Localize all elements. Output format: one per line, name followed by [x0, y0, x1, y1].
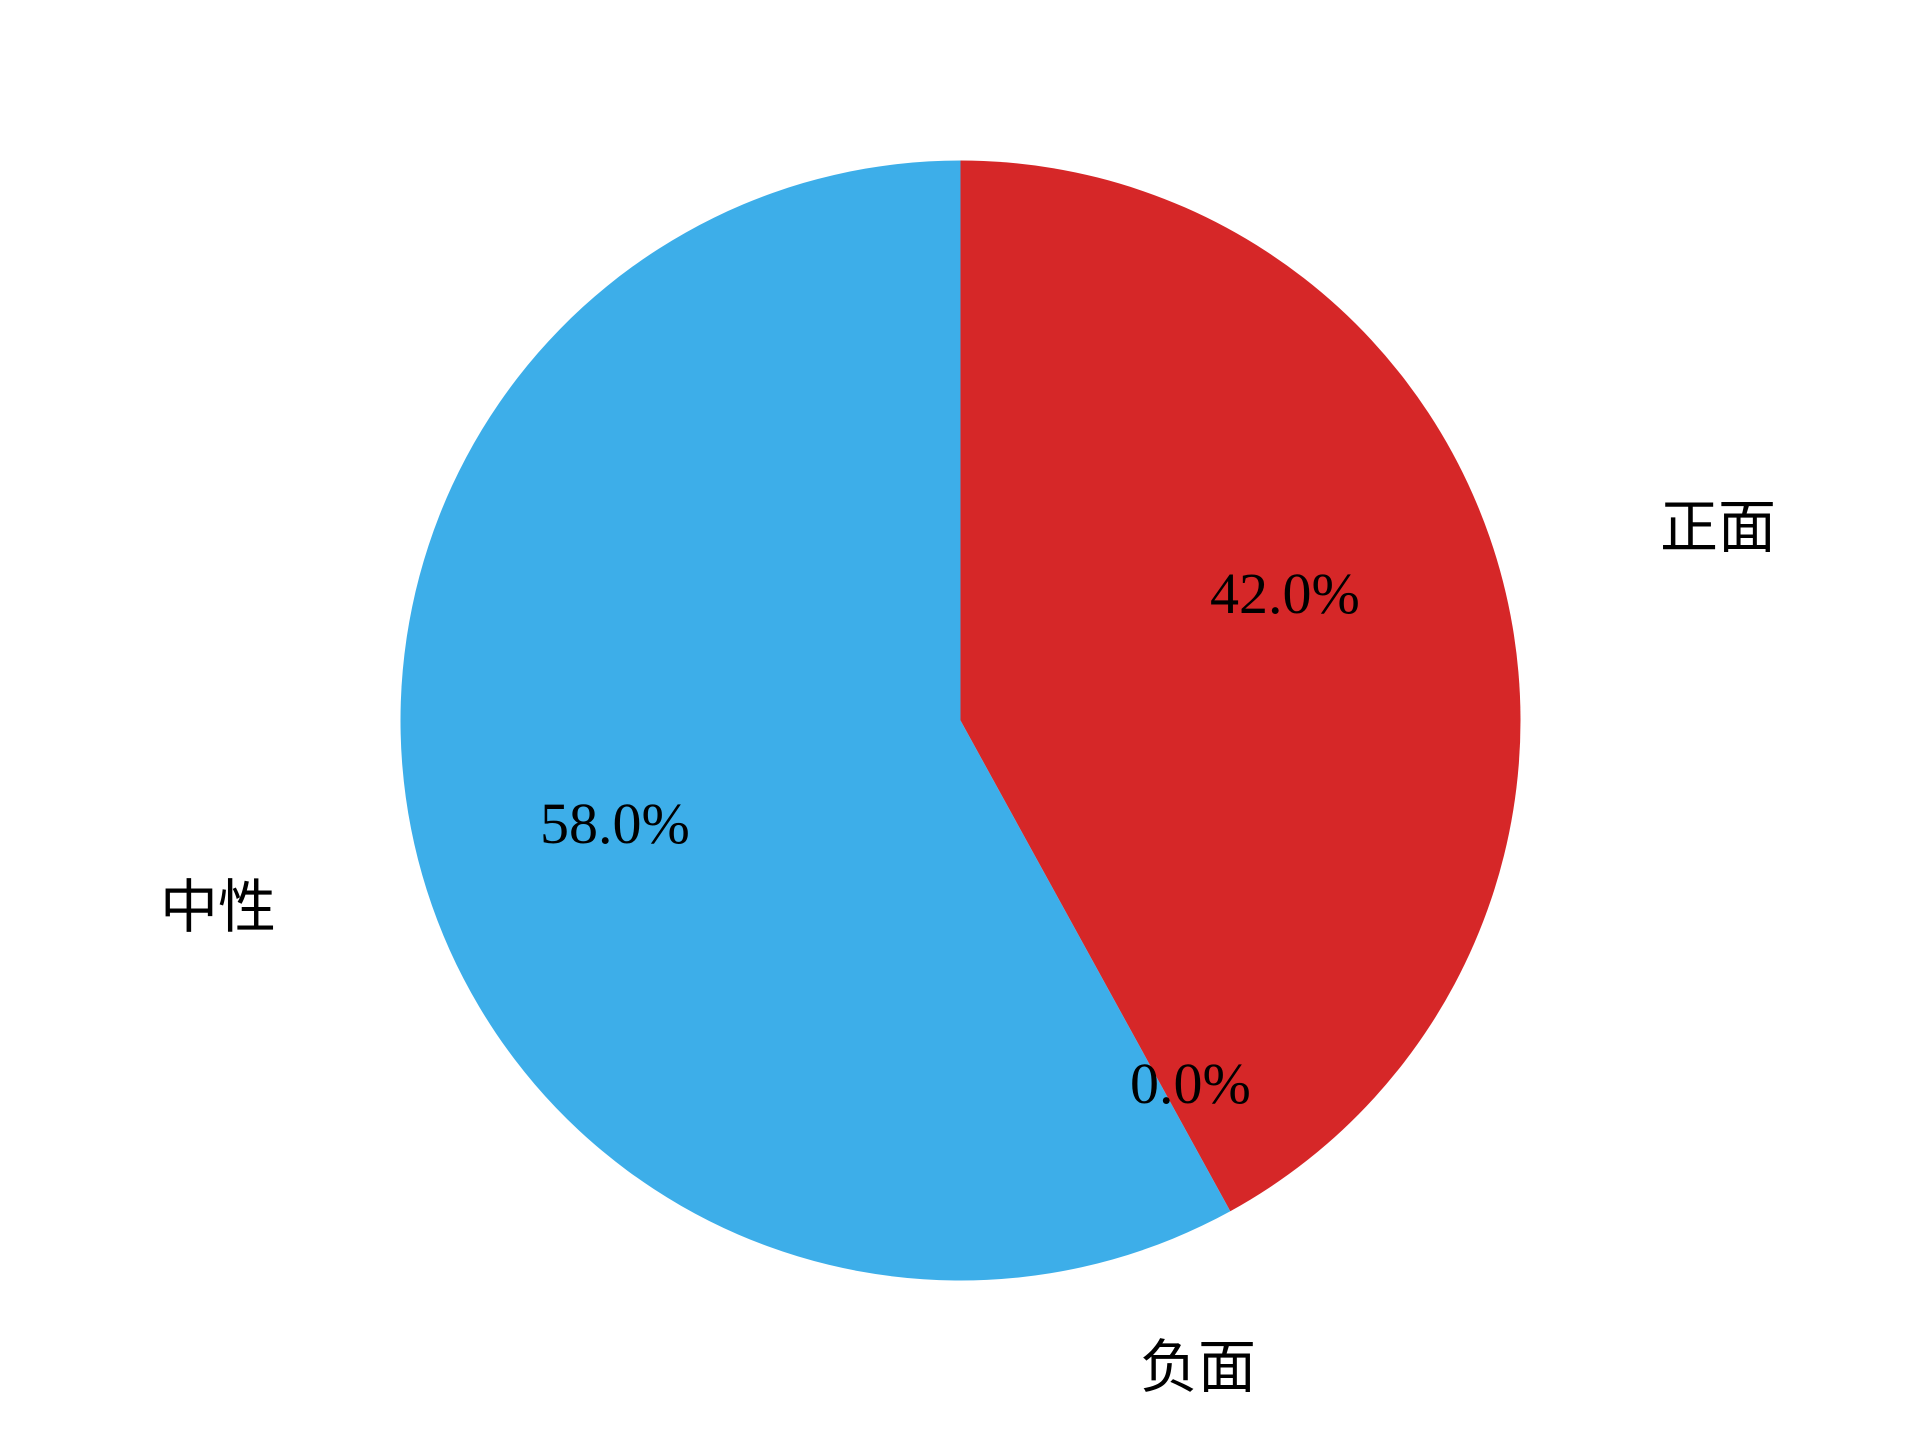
pie-chart: [0, 0, 1919, 1449]
slice-pct-negative: 0.0%: [1130, 1050, 1251, 1117]
pie-svg: [0, 0, 1919, 1444]
slice-pct-neutral: 58.0%: [540, 790, 690, 857]
slice-pct-positive: 42.0%: [1210, 560, 1360, 627]
slice-label-negative: 负面: [1140, 1320, 1256, 1404]
slice-label-neutral: 中性: [160, 860, 276, 944]
slice-label-positive: 正面: [1660, 480, 1776, 564]
